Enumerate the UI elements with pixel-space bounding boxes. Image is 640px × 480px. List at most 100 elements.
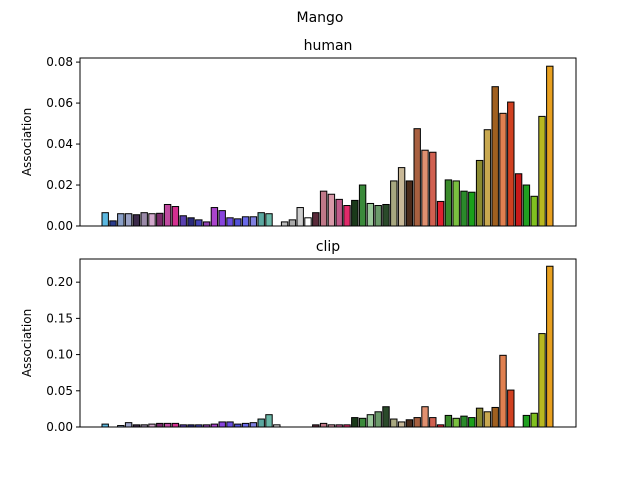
bar [163,422,172,428]
bar [405,180,414,227]
bar [335,198,343,227]
bar [522,184,531,227]
bar [265,414,273,428]
bar [491,406,499,428]
bar [413,417,421,428]
bar [343,205,351,227]
bar [460,415,468,428]
bar [390,180,398,227]
bar [475,407,484,428]
bar [319,190,328,227]
bar [538,333,546,428]
bar [413,128,421,227]
y-axis-label-human: Association [20,108,34,176]
bar [101,212,109,227]
bar [156,212,164,227]
bar [124,213,133,227]
y-axis-label-clip: Association [20,309,34,377]
bar [218,421,226,428]
bar [374,205,382,227]
bar [429,417,437,428]
bar [546,65,554,227]
bar [140,212,148,227]
y-tick-label: 0.02 [46,178,73,192]
bar [405,419,414,428]
bar [468,191,476,227]
bar [156,422,164,428]
bar [249,422,258,428]
bar [499,112,507,227]
bar [421,149,429,227]
subplot-clip: clip Association 0.00 0.05 0.10 0.15 0.20 [20,239,577,434]
bar [507,101,515,227]
bar [397,167,406,227]
bar [460,190,468,227]
bar [132,214,141,227]
bar [351,199,359,227]
y-tick-label: 0.20 [46,275,73,289]
bar [452,417,460,428]
bar [249,216,258,227]
y-ticks-clip: 0.00 0.05 0.10 0.15 0.20 [46,275,80,434]
bar [429,151,437,227]
y-tick-label: 0.10 [46,348,73,362]
bar [358,417,367,428]
subplot-human: human Association 0.00 0.02 0.04 0.06 0.08 [20,38,577,233]
bar [187,217,195,227]
bar [218,210,226,227]
bar [296,207,304,227]
bar [327,193,336,227]
y-tick-label: 0.15 [46,311,73,325]
bar [358,184,367,227]
bar [351,417,359,428]
bar [257,418,265,428]
y-tick-label: 0.04 [46,137,73,151]
bar [148,213,156,227]
bar [226,217,234,227]
bar [475,159,484,227]
bar [179,215,187,227]
bar [483,411,492,428]
bar [366,202,375,227]
y-ticks-human: 0.00 0.02 0.04 0.06 0.08 [46,55,80,233]
bar [546,265,554,428]
bar [117,213,125,227]
bar [202,221,211,227]
bar [421,406,429,428]
bar [514,173,523,227]
bar [195,219,203,227]
bar [241,422,250,428]
bar [210,207,219,227]
bar [491,86,499,227]
bar [507,389,515,428]
bar [382,203,390,227]
bar [390,418,398,428]
bar [530,195,538,227]
bar [452,180,460,227]
plot-frame-human [79,57,577,227]
bar [312,212,320,227]
subplot-title-human: human [304,38,353,54]
y-tick-label: 0.00 [46,219,73,233]
subplot-title-clip: clip [316,239,340,255]
bar [280,221,289,227]
bar [499,354,507,428]
bar [257,212,265,227]
bar [171,206,180,227]
bar [530,412,538,428]
bar [538,115,546,227]
bar [444,414,453,428]
bar [382,406,390,428]
y-tick-label: 0.08 [46,55,73,69]
bar [109,220,117,227]
bar [397,421,406,428]
y-tick-label: 0.00 [46,420,73,434]
bar [171,422,180,428]
bar [163,203,172,227]
y-tick-label: 0.05 [46,384,73,398]
bar [265,213,273,227]
bar [468,417,476,428]
bar [241,216,250,227]
figure-title: Mango [297,10,344,26]
